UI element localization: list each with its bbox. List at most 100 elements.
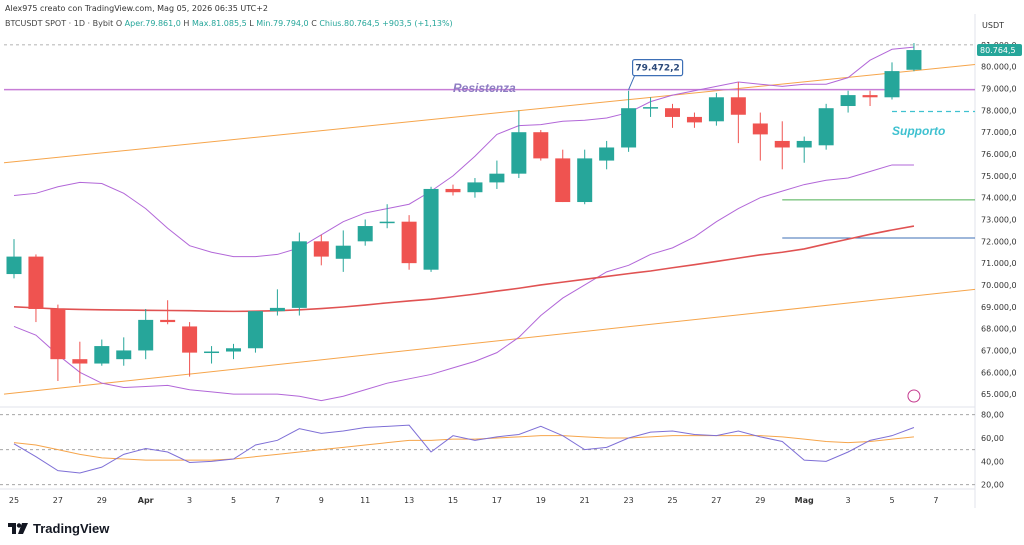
- rsi-tick-label: 40,00: [981, 457, 1004, 466]
- price-tick-label: 78.000,0: [981, 106, 1017, 115]
- candle-body: [796, 140, 812, 148]
- candle-body: [138, 319, 154, 351]
- candle-body: [862, 95, 878, 98]
- time-tick-label: 23: [624, 496, 634, 505]
- tradingview-logo-icon: [8, 522, 28, 534]
- time-tick-label: 3: [187, 496, 192, 505]
- open-label: O: [115, 19, 123, 28]
- time-tick-label: 5: [889, 496, 894, 505]
- time-tick-label: 29: [97, 496, 107, 505]
- price-tick-label: 73.000,0: [981, 216, 1017, 225]
- time-tick-label: 15: [448, 496, 458, 505]
- close-value: Chius.80.764,5: [319, 19, 380, 28]
- time-tick-label: 27: [53, 496, 63, 505]
- moving-average-line: [13, 225, 915, 313]
- resistance-label: Resistenza: [453, 81, 516, 95]
- price-tick-label: 65.000,0: [981, 390, 1017, 399]
- callout-label: 79.472,2: [635, 64, 679, 74]
- price-tick-label: 70.000,0: [981, 281, 1017, 290]
- rsi-tick-label: 60,00: [981, 434, 1004, 443]
- candle-body: [247, 311, 263, 349]
- time-tick-label: 5: [231, 496, 236, 505]
- candle-body: [599, 147, 615, 161]
- candle-body: [357, 226, 373, 242]
- candle-body: [94, 346, 110, 364]
- price-tick-label: 76.000,0: [981, 150, 1017, 159]
- time-tick-label: 13: [404, 496, 414, 505]
- price-tick-label: 80.000,0: [981, 63, 1017, 72]
- candle-body: [533, 132, 549, 159]
- rsi-tick-label: 20,00: [981, 481, 1004, 490]
- rsi-ma-line: [13, 435, 915, 461]
- price-tick-label: 69.000,0: [981, 303, 1017, 312]
- candle-body: [840, 95, 856, 107]
- candle-body: [72, 359, 88, 364]
- candle-body: [423, 188, 439, 270]
- time-tick-label: 19: [536, 496, 546, 505]
- candle-body: [818, 108, 834, 146]
- time-tick-label: Apr: [138, 496, 154, 505]
- open-value: Aper.79.861,0: [124, 19, 181, 28]
- candle-body: [555, 158, 571, 203]
- author-line: Alex975 creato con TradingView.com, Mag …: [5, 4, 268, 13]
- candle-body: [6, 256, 22, 275]
- candle-body: [50, 308, 66, 360]
- time-tick-label: 3: [846, 496, 851, 505]
- price-tick-label: 72.000,0: [981, 237, 1017, 246]
- candle-body: [116, 350, 132, 360]
- price-tick-label: 71.000,0: [981, 259, 1017, 268]
- candle-body: [291, 241, 307, 308]
- candle-body: [577, 158, 593, 203]
- high-value: Max.81.085,5: [191, 19, 247, 28]
- currency-label: USDT: [982, 21, 1004, 30]
- tradingview-logo[interactable]: TradingView: [8, 519, 109, 537]
- time-tick-label: 7: [933, 496, 938, 505]
- symbol-label: BTCUSDT SPOT · 1D · Bybit: [5, 19, 114, 28]
- candle-body: [28, 256, 44, 309]
- bollinger-upper-line: [13, 46, 914, 258]
- low-label: L: [249, 19, 254, 28]
- price-tick-label: 66.000,0: [981, 368, 1017, 377]
- close-label: C: [311, 19, 317, 28]
- candle-body: [708, 97, 724, 122]
- time-tick-label: 17: [492, 496, 502, 505]
- candle-body: [511, 132, 527, 174]
- time-tick-label: 21: [580, 496, 590, 505]
- change-value: +903,5 (+1,13%): [382, 19, 453, 28]
- lightning-icon: [907, 389, 921, 403]
- candle-body: [643, 107, 659, 109]
- candle-body: [445, 188, 461, 193]
- time-tick-label: 7: [275, 496, 280, 505]
- support-label: Supporto: [892, 124, 946, 138]
- price-tick-label: 77.000,0: [981, 128, 1017, 137]
- channel-lower-line: [3, 288, 976, 395]
- price-tick-label: 79.000,0: [981, 85, 1017, 94]
- candle-body: [467, 182, 483, 193]
- candle-body: [730, 97, 746, 115]
- price-tick-label: 67.000,0: [981, 346, 1017, 355]
- candle-body: [884, 71, 900, 98]
- candle-body: [752, 123, 768, 135]
- time-tick-label: 29: [755, 496, 765, 505]
- time-tick-label: 25: [9, 496, 19, 505]
- bollinger-lower-line: [13, 164, 914, 402]
- price-tick-label: 74.000,0: [981, 194, 1017, 203]
- rsi-tick-label: 80,00: [981, 411, 1004, 420]
- low-value: Min.79.794,0: [256, 19, 309, 28]
- ohlc-legend: BTCUSDT SPOT · 1D · Bybit O Aper.79.861,…: [5, 19, 453, 28]
- candle-body: [226, 348, 241, 352]
- candle-body: [379, 221, 395, 224]
- candle-body: [401, 221, 417, 264]
- candle-body: [774, 140, 790, 148]
- callout-box: [631, 59, 684, 77]
- tradingview-logo-text: TradingView: [33, 520, 110, 536]
- candle-body: [621, 108, 637, 148]
- time-tick-label: Mag: [795, 496, 814, 505]
- price-tick-label: 75.000,0: [981, 172, 1017, 181]
- time-tick-label: 9: [319, 496, 324, 505]
- candle-body: [204, 351, 220, 354]
- last-price-label: 80.764,5: [980, 46, 1016, 55]
- rsi-line: [13, 424, 915, 474]
- candle-body: [269, 307, 285, 312]
